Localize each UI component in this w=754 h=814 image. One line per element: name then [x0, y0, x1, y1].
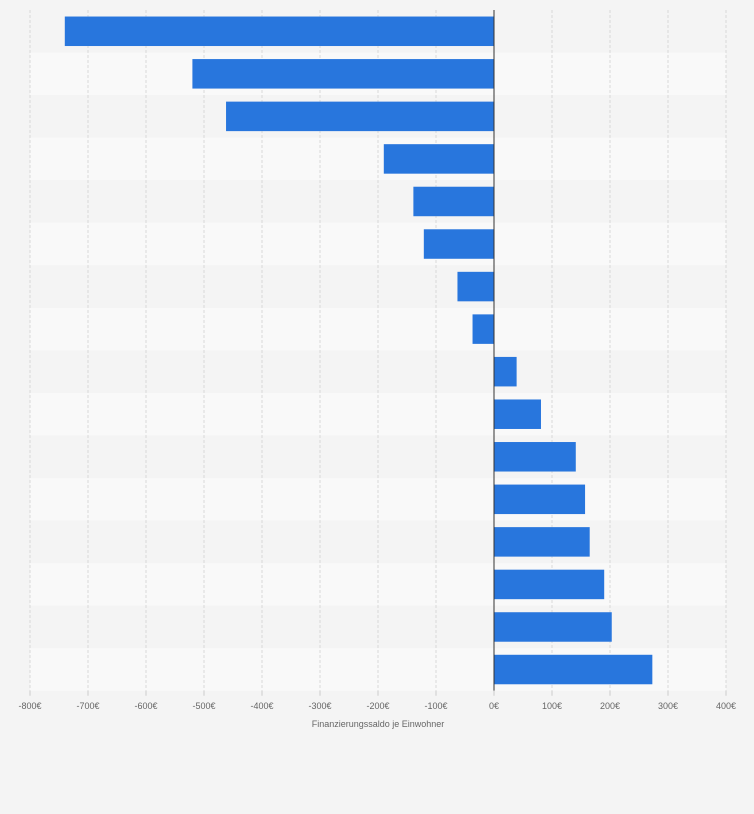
bar [494, 442, 576, 472]
tick-label: -300€ [308, 701, 331, 711]
tick-label: 100€ [542, 701, 562, 711]
bar [494, 654, 653, 685]
bar [64, 16, 495, 47]
tick-label: 400€ [716, 701, 736, 711]
bar [457, 271, 494, 302]
row-band [30, 392, 726, 436]
bar [494, 527, 590, 557]
bar [192, 59, 494, 89]
tick-label: -700€ [76, 701, 99, 711]
x-axis-ticks: -800€ -700€ -600€ -500€ -400€ -300€ -200€ -100€… [18, 690, 736, 711]
bar [494, 612, 612, 642]
bar [472, 314, 494, 344]
bar [383, 144, 494, 174]
bar [494, 399, 541, 429]
tick-label: 0€ [489, 701, 499, 711]
tick-label: 200€ [600, 701, 620, 711]
tick-label: -200€ [366, 701, 389, 711]
bar [423, 229, 494, 259]
row-band [30, 478, 726, 521]
bar [413, 186, 494, 217]
bar [226, 101, 495, 132]
x-axis-label: Finanzierungssaldo je Einwohner [312, 719, 445, 729]
bar [494, 484, 586, 515]
tick-label: -100€ [424, 701, 447, 711]
row-band [30, 563, 726, 606]
bars [64, 16, 653, 685]
tick-label: -600€ [134, 701, 157, 711]
row-band [30, 137, 726, 181]
bar [494, 569, 605, 600]
tick-label: -400€ [250, 701, 273, 711]
tick-label: 300€ [658, 701, 678, 711]
tick-label: -500€ [192, 701, 215, 711]
row-band [30, 307, 726, 351]
row-band [30, 222, 726, 266]
tick-label: -800€ [18, 701, 41, 711]
bar [494, 356, 517, 387]
